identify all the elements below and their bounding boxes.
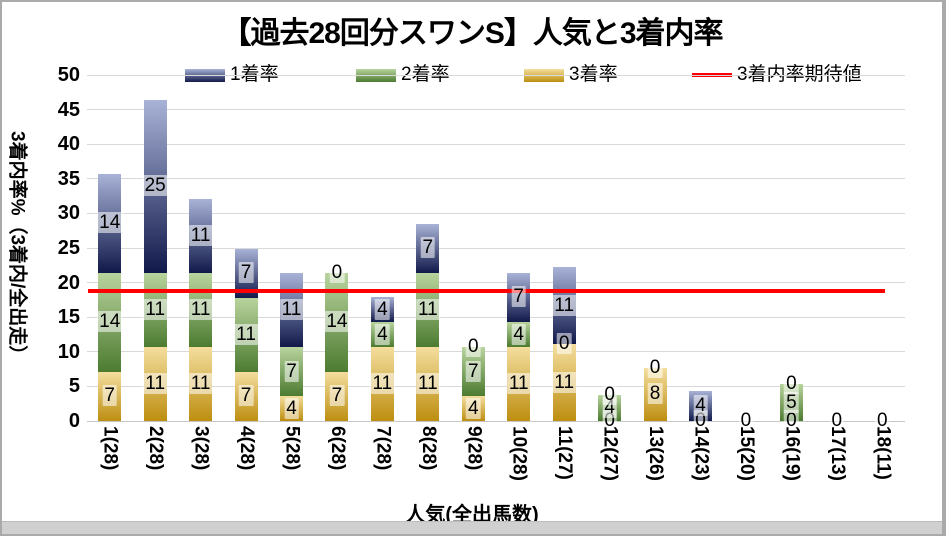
bar-value-label: 7 [329,385,345,407]
bar-value-label: 0 [874,410,890,431]
bar-value-label: 11 [143,298,168,320]
bottom-strip [2,521,942,534]
x-axis-tick-label: 10(28) [508,426,530,481]
y-axis-tick-label: 5 [68,375,80,398]
bar-value-label: 11 [415,372,440,394]
y-axis-tick-label: 35 [57,167,80,190]
bar-value-label: 14 [97,311,123,333]
x-axis-tick-label: 2(28) [145,426,167,471]
expected-value-line [88,288,885,293]
y-axis-title-text: 3着内率%（3着内/全出走） [6,131,28,365]
bar-value-label: 7 [284,360,299,382]
y-axis-tick-label: 25 [57,237,80,259]
bar-value-label: 8 [647,383,663,405]
bar-value-label: 7 [238,385,254,407]
bar-value-label: 0 [738,410,754,431]
x-axis-tick-label: 13(26) [645,426,667,481]
x-axis-tick-label: 5(28) [281,426,303,471]
bar-value-label: 4 [465,397,481,419]
bar-value-label: 0 [329,261,345,283]
x-axis-tick-label: 7(28) [372,426,394,471]
bar-value-label: 7 [465,360,481,382]
bar-value-label: 7 [511,286,527,308]
gridline [87,385,905,387]
x-axis-tick-label: 3(28) [190,426,212,471]
bar-value-label: 11 [279,298,304,320]
gridline [87,178,905,180]
y-axis-tick-label: 30 [57,202,80,225]
bar-value-label: 0 [829,410,845,431]
chart-title: 【過去28回分スワンS】人気と3着内率 [221,17,723,50]
gridline [87,212,905,214]
x-axis-tick-label: 14(23) [690,426,712,481]
bar-value-label: 0 [556,333,572,355]
bar-value-label: 4 [375,323,390,345]
y-axis-tick-label: 10 [57,340,80,363]
bar-value-label: 0 [784,410,799,431]
bar-value-label: 11 [188,224,213,246]
bar-value-label: 7 [420,237,436,259]
bar-value-label: 11 [506,372,531,394]
x-axis-tick-label: 6(28) [326,426,348,471]
gridline [87,143,905,145]
y-axis-tick-label: 15 [57,306,80,329]
bar-value-label: 11 [234,323,258,345]
y-axis-tick-label: 45 [57,98,80,121]
gridline [87,420,905,422]
bar-value-label: 14 [324,311,350,333]
x-axis-tick-label: 17(13) [826,426,848,481]
x-axis-tick-label: 8(28) [417,426,439,471]
bar-value-label: 11 [552,371,577,393]
y-axis-tick-label: 40 [57,133,80,156]
bar-value-label: 7 [238,262,254,284]
bar-value-label: 11 [552,294,577,316]
gridline [87,282,905,284]
bar-value-label: 11 [370,372,395,394]
bar-value-label: 4 [284,397,299,419]
x-axis-tick-label: 4(28) [236,426,258,471]
bar-value-label: 11 [143,372,168,394]
gridline [87,109,905,111]
gridline [87,316,905,318]
x-axis-tick-label: 9(28) [463,426,485,471]
x-axis-title: 人気(全出馬数) [405,504,539,526]
bar-value-label: 11 [188,372,213,394]
y-axis-tick-label: 50 [57,64,80,86]
plot-area: 7 14 14 11 11 25 11 11 11 7 11 7 4 7 11 7 14 0 11 4 4 11 11 7 4 7… [87,74,905,431]
x-axis-tick-label: 15(20) [735,426,757,481]
bar-value-label: 7 [102,385,118,407]
x-axis-tick-label: 12(27) [599,426,621,481]
bar-value-label: 4 [693,395,708,417]
y-axis-tick-label: 20 [57,271,80,294]
y-axis-title: 3着内率%（3着内/全出走） [4,75,34,421]
gridline [87,247,905,249]
x-axis-tick-label: 18(11) [872,426,894,480]
bar-value-label: 11 [188,298,213,320]
bar-value-label: 0 [647,356,663,378]
bar-value-label: 4 [375,298,390,320]
x-axis-tick-label: 11(27) [554,426,576,480]
bar-value-label: 25 [142,175,168,197]
bar-value-label: 0 [602,384,617,406]
y-axis-tick-label: 0 [68,410,80,432]
gridline [87,351,905,353]
x-axis-tick-label: 16(19) [781,426,803,481]
gridline [87,74,905,76]
bar-value-label: 5 [784,391,799,413]
bar-value-label: 11 [415,298,440,320]
bar-value-label: 0 [465,335,481,357]
x-axis-tick-label: 1(28) [99,426,121,471]
bar-value-label: 4 [511,323,527,345]
bar-value-label: 14 [97,212,123,234]
bar-value-label: 0 [784,373,799,395]
